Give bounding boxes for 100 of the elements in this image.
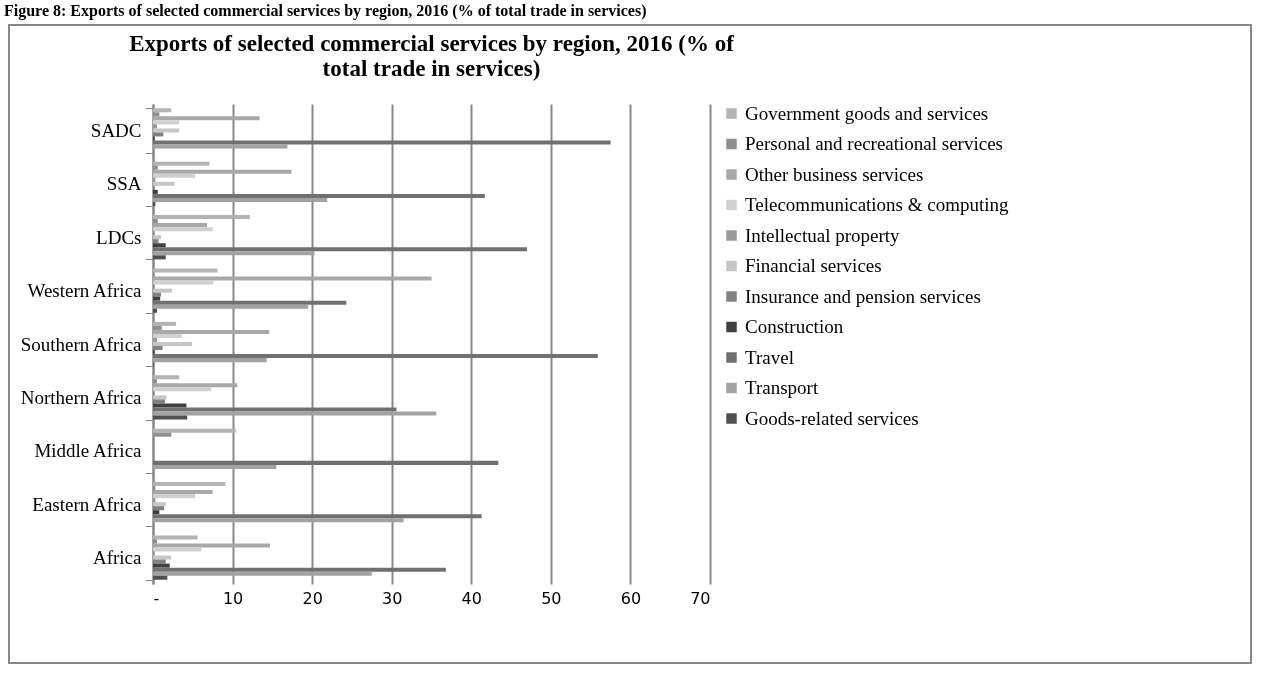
legend-label: Construction bbox=[745, 316, 844, 337]
bar bbox=[153, 411, 437, 416]
x-tick-label: 20 bbox=[302, 588, 323, 608]
bar bbox=[153, 571, 372, 576]
bar bbox=[153, 567, 446, 572]
legend-label: Telecommunications & computing bbox=[745, 194, 1010, 215]
y-tick-label: SSA bbox=[106, 173, 142, 195]
bar bbox=[153, 559, 166, 564]
bar bbox=[153, 144, 288, 149]
x-tick-label: 70 bbox=[690, 588, 711, 608]
legend-label: Transport bbox=[745, 377, 819, 398]
bar bbox=[153, 193, 485, 198]
bar bbox=[153, 490, 213, 495]
bar bbox=[153, 379, 157, 384]
bar bbox=[153, 140, 611, 145]
bar bbox=[153, 280, 214, 285]
bar bbox=[153, 235, 161, 240]
legend-label: Government goods and services bbox=[745, 102, 989, 124]
bar bbox=[153, 120, 180, 125]
bar bbox=[153, 223, 208, 228]
legend-label: Financial services bbox=[745, 255, 882, 276]
bar bbox=[153, 464, 277, 469]
bar bbox=[153, 387, 212, 392]
bar bbox=[153, 219, 158, 224]
y-tick-label: SADC bbox=[90, 119, 142, 141]
caption: Figure 8: Exports of selected commercial services by region, 2016 (% of total trade in services) bbox=[3, 1, 648, 22]
legend-label: Insurance and pension services bbox=[745, 285, 981, 307]
bar bbox=[153, 358, 267, 363]
bar bbox=[153, 337, 157, 342]
bar bbox=[153, 268, 218, 273]
x-tick-label: 50 bbox=[541, 588, 562, 608]
bar bbox=[153, 333, 182, 338]
bar bbox=[153, 255, 166, 260]
bar bbox=[153, 482, 226, 487]
bar bbox=[153, 321, 177, 326]
bar bbox=[153, 165, 158, 170]
bar bbox=[153, 502, 166, 507]
bar bbox=[153, 346, 163, 351]
bar bbox=[153, 428, 236, 433]
bar bbox=[153, 518, 404, 523]
x-tick-label: 30 bbox=[382, 588, 403, 608]
bar bbox=[153, 112, 160, 117]
x-tick-label: 40 bbox=[461, 588, 482, 608]
bar bbox=[153, 329, 270, 334]
bar bbox=[153, 300, 347, 305]
bar bbox=[153, 308, 157, 313]
bar bbox=[153, 227, 213, 232]
bar bbox=[153, 304, 309, 309]
bar bbox=[153, 276, 432, 281]
bar bbox=[153, 108, 172, 113]
bar bbox=[153, 124, 157, 129]
y-tick-label: Western Africa bbox=[27, 280, 143, 302]
y-tick-label: LDCs bbox=[96, 226, 142, 248]
bar bbox=[153, 239, 159, 244]
y-tick-label: Northern Africa bbox=[20, 386, 143, 408]
bar bbox=[153, 189, 158, 194]
bar bbox=[153, 375, 180, 380]
bar bbox=[153, 415, 188, 420]
bar bbox=[153, 181, 175, 186]
x-tick-label: - bbox=[153, 588, 160, 608]
bar bbox=[153, 173, 196, 178]
bar bbox=[153, 494, 196, 499]
x-tick-label: 10 bbox=[222, 588, 244, 608]
legend-label: Travel bbox=[745, 346, 794, 368]
bar bbox=[153, 399, 165, 404]
legend-label: Personal and recreational services bbox=[745, 133, 1003, 154]
bar bbox=[153, 169, 292, 174]
bar bbox=[153, 510, 160, 515]
bar bbox=[153, 403, 187, 408]
legend-label: Goods-related services bbox=[745, 407, 919, 429]
bar bbox=[153, 296, 161, 301]
y-tick-label: Southern Africa bbox=[20, 333, 143, 355]
bar bbox=[153, 116, 260, 121]
bar bbox=[153, 325, 162, 330]
bar bbox=[153, 514, 482, 519]
bar bbox=[153, 128, 180, 133]
bar bbox=[153, 543, 270, 548]
bar bbox=[153, 243, 166, 248]
y-tick-label: Middle Africa bbox=[34, 440, 143, 462]
bar bbox=[153, 539, 157, 544]
bar bbox=[153, 288, 173, 293]
y-tick-label: Africa bbox=[92, 547, 143, 569]
bar bbox=[153, 555, 172, 560]
bar bbox=[153, 341, 192, 347]
bar bbox=[153, 535, 198, 540]
bar bbox=[153, 407, 397, 412]
bar bbox=[153, 563, 170, 568]
bar bbox=[153, 354, 598, 359]
bar bbox=[153, 575, 168, 580]
bar bbox=[153, 460, 499, 465]
bar bbox=[153, 132, 164, 137]
legend-label: Intellectual property bbox=[745, 224, 901, 246]
x-tick-label: 60 bbox=[620, 588, 642, 608]
bar bbox=[153, 506, 165, 511]
bar bbox=[153, 251, 315, 256]
bar bbox=[153, 292, 161, 297]
y-tick-label: Eastern Africa bbox=[32, 493, 143, 515]
bar bbox=[153, 383, 238, 388]
legend-label: Other business services bbox=[745, 163, 924, 185]
bar bbox=[153, 547, 202, 552]
